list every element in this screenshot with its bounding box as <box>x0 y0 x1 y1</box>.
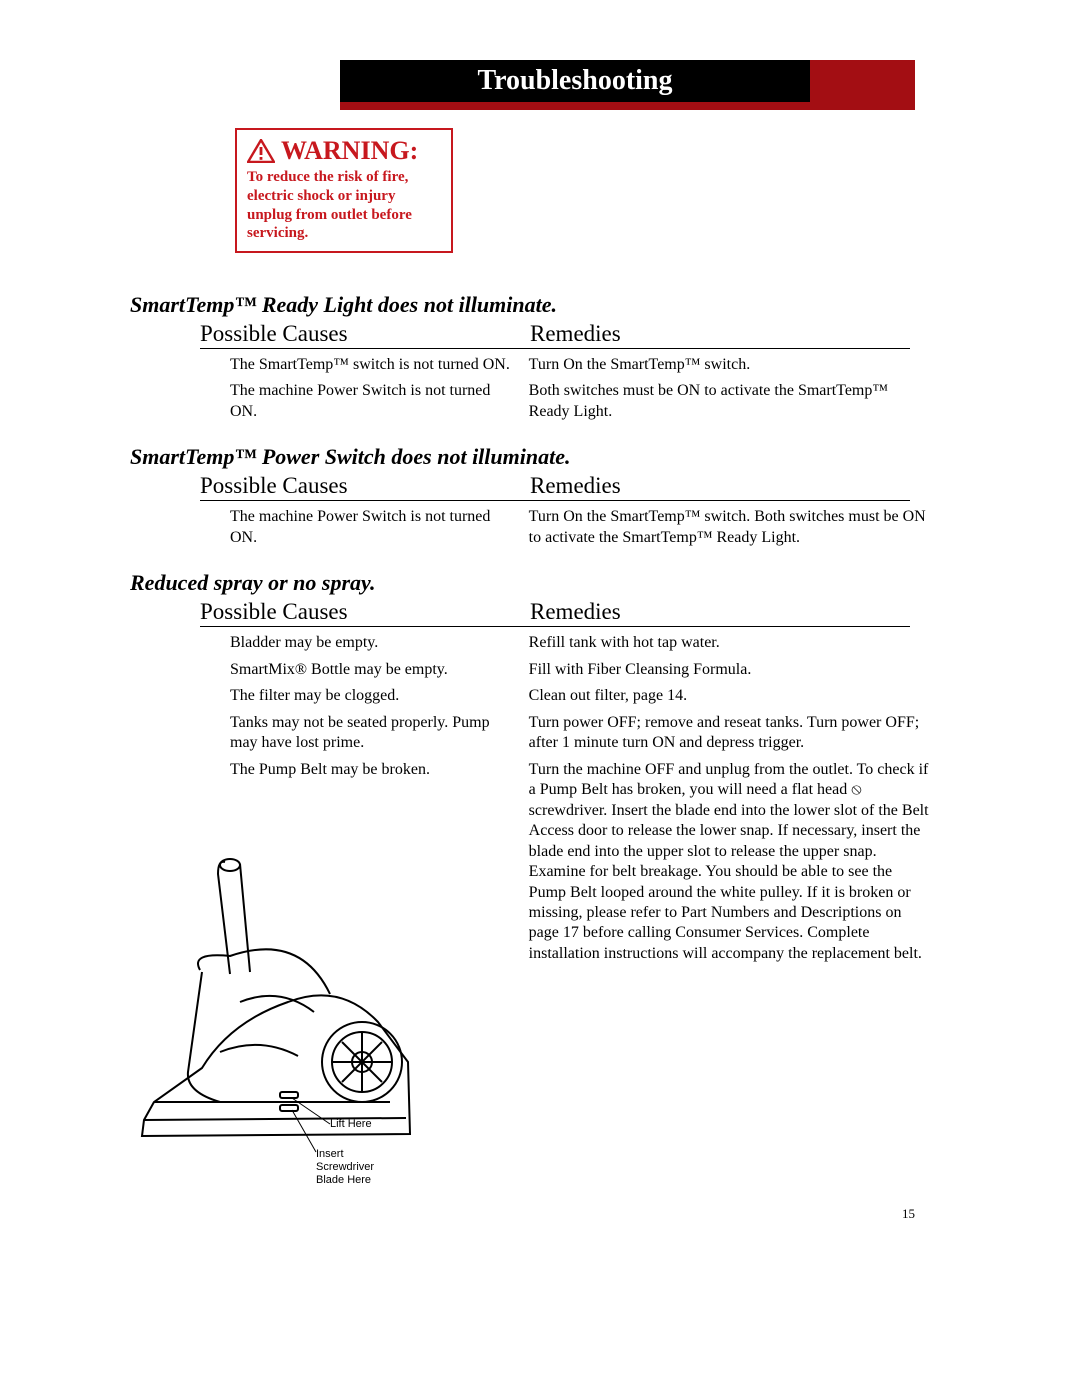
cause-text: The machine Power Switch is not turned O… <box>230 507 529 548</box>
causes-header: Possible Causes <box>200 321 530 349</box>
remedy-text: Turn power OFF; remove and reseat tanks.… <box>529 713 930 754</box>
table-row: SmartMix® Bottle may be empty. Fill with… <box>230 660 930 680</box>
table-row: Tanks may not be seated properly. Pump m… <box>230 713 930 754</box>
remedy-text: Fill with Fiber Cleansing Formula. <box>529 660 930 680</box>
cause-text: Tanks may not be seated properly. Pump m… <box>230 713 529 754</box>
column-headers: Possible Causes Remedies <box>200 473 930 501</box>
remedies-header: Remedies <box>530 473 910 501</box>
remedy-text: Both switches must be ON to activate the… <box>529 381 930 422</box>
remedies-header: Remedies <box>530 321 910 349</box>
machine-diagram: Lift Here Insert Screwdriver Blade Here <box>130 852 440 1172</box>
page-number: 15 <box>902 1206 915 1222</box>
warning-body: To reduce the risk of fire, electric sho… <box>247 168 441 243</box>
column-headers: Possible Causes Remedies <box>200 321 930 349</box>
remedy-text: Turn On the SmartTemp™ switch. Both swit… <box>529 507 930 548</box>
warning-triangle-icon <box>247 139 275 163</box>
remedy-text: Turn the machine OFF and unplug from the… <box>529 760 930 965</box>
cause-text: The filter may be clogged. <box>230 686 529 706</box>
cause-text: The SmartTemp™ switch is not turned ON. <box>230 355 529 375</box>
cause-text: Bladder may be empty. <box>230 633 529 653</box>
table-row: Bladder may be empty. Refill tank with h… <box>230 633 930 653</box>
warning-box: WARNING: To reduce the risk of fire, ele… <box>235 128 453 253</box>
column-headers: Possible Causes Remedies <box>200 599 930 627</box>
section-title: SmartTemp™ Ready Light does not illumina… <box>130 292 930 318</box>
page-title: Troubleshooting <box>340 60 810 102</box>
page: Troubleshooting WARNING: To reduce the r… <box>0 0 1080 1397</box>
machine-line-art-icon <box>130 852 440 1172</box>
remedies-header: Remedies <box>530 599 910 627</box>
section-rows: The machine Power Switch is not turned O… <box>230 507 930 548</box>
table-row: The machine Power Switch is not turned O… <box>230 381 930 422</box>
diagram-label-insert: Insert Screwdriver Blade Here <box>316 1148 374 1188</box>
title-bar: Troubleshooting <box>340 60 915 110</box>
section-title: SmartTemp™ Power Switch does not illumin… <box>130 444 930 470</box>
causes-header: Possible Causes <box>200 473 530 501</box>
section-rows: The SmartTemp™ switch is not turned ON. … <box>230 355 930 422</box>
table-row: The filter may be clogged. Clean out fil… <box>230 686 930 706</box>
warning-header: WARNING: <box>247 136 441 166</box>
warning-title: WARNING: <box>281 136 418 166</box>
table-row: The SmartTemp™ switch is not turned ON. … <box>230 355 930 375</box>
remedy-text: Clean out filter, page 14. <box>529 686 930 706</box>
table-row: The machine Power Switch is not turned O… <box>230 507 930 548</box>
section-title: Reduced spray or no spray. <box>130 570 930 596</box>
cause-text: SmartMix® Bottle may be empty. <box>230 660 529 680</box>
causes-header: Possible Causes <box>200 599 530 627</box>
remedy-text: Turn On the SmartTemp™ switch. <box>529 355 930 375</box>
remedy-text: Refill tank with hot tap water. <box>529 633 930 653</box>
diagram-label-lift: Lift Here <box>330 1118 372 1131</box>
cause-text: The machine Power Switch is not turned O… <box>230 381 529 422</box>
